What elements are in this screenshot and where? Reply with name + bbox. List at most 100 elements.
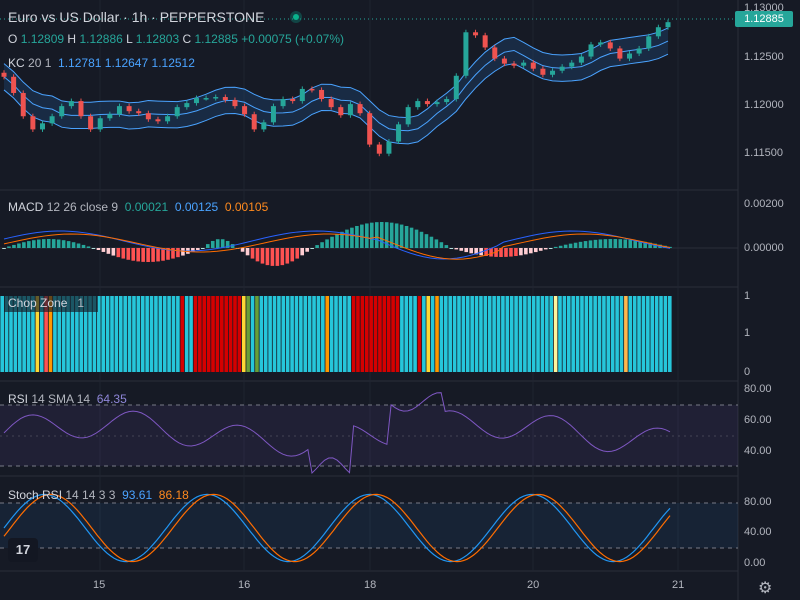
chop-zone-bar (303, 296, 308, 372)
symbol-title[interactable]: Euro vs US Dollar · 1h · PEPPERSTONE (8, 9, 265, 25)
macd-histogram-bar (106, 248, 111, 254)
chop-legend[interactable]: Chop Zone 1 (4, 294, 98, 312)
chop-zone-bar (575, 296, 580, 372)
candle-body (386, 141, 392, 154)
rsi-legend[interactable]: RSI 14 SMA 14 64.35 (8, 392, 127, 406)
candle-body (39, 123, 45, 130)
chop-zone-bar (610, 296, 615, 372)
candle-body (107, 114, 113, 119)
macd-histogram-bar (414, 229, 419, 248)
macd-histogram-bar (136, 248, 140, 262)
chop-zone-bar (220, 296, 224, 372)
macd-histogram-bar (270, 248, 275, 266)
candle-body (280, 99, 286, 107)
chop-tick-3: 0 (744, 366, 751, 378)
candle-body (492, 47, 498, 59)
kc-legend[interactable]: KC 20 1 1.12781 1.12647 1.12512 (8, 56, 195, 70)
chop-zone-bar (101, 296, 106, 372)
chop-zone-bar (571, 296, 575, 372)
macd-histogram-bar (46, 239, 51, 248)
macd-histogram-bar (558, 245, 563, 248)
kc-name: KC (8, 56, 25, 70)
macd-tick-2: 0.00000 (744, 242, 784, 254)
chop-zone-bar (4, 296, 9, 372)
macd-histogram-bar (454, 248, 459, 250)
macd-histogram-bar (379, 222, 384, 248)
candle-body (405, 107, 411, 125)
macd-histogram-bar (220, 239, 225, 248)
macd-histogram-bar (444, 245, 449, 248)
stoch-tick-2: 40.00 (744, 526, 772, 538)
macd-histogram-bar (504, 248, 508, 257)
macd-histogram-bar (215, 239, 220, 248)
chop-zone-bar (83, 296, 88, 372)
macd-histogram-bar (265, 248, 270, 266)
chop-zone-bar (444, 296, 448, 372)
chop-zone-bar (347, 296, 351, 372)
macd-histogram-bar (469, 248, 473, 254)
macd-legend[interactable]: MACD 12 26 close 9 0.00021 0.00125 0.001… (8, 200, 268, 214)
chop-zone-bar (465, 296, 470, 372)
chop-zone-bar (325, 296, 330, 372)
rsi-tick-1: 80.00 (744, 383, 772, 395)
chop-zone-bar (114, 296, 119, 372)
chop-zone-bar (79, 296, 84, 372)
chop-zone-bar (189, 296, 193, 372)
macd-histogram-bar (285, 248, 290, 264)
candle-body (463, 32, 469, 76)
candle-body (88, 116, 94, 130)
chop-zone-bar (505, 296, 510, 372)
chop-zone-bar (66, 296, 70, 372)
chop-zone-bar (70, 296, 75, 372)
macd-histogram-bar (340, 231, 344, 248)
candle-body (174, 107, 180, 117)
macd-histogram-bar (161, 248, 165, 261)
price-tick-1: 1.13000 (744, 2, 784, 14)
rsi-name: RSI (8, 392, 29, 406)
chop-zone-bar (373, 296, 378, 372)
stoch-legend[interactable]: Stoch RSI 14 14 3 3 93.61 86.18 (8, 488, 189, 502)
chop-zone-bar (641, 296, 646, 372)
macd-histogram-bar (439, 242, 444, 248)
macd-histogram-bar (71, 242, 76, 248)
candle-body (1, 72, 7, 77)
chop-zone-bar (351, 296, 356, 372)
macd-histogram-bar (424, 234, 429, 248)
candle-body (396, 124, 402, 142)
chop-zone-bar (378, 296, 382, 372)
macd-histogram-bar (191, 248, 195, 252)
candle-body (434, 102, 440, 105)
chop-zone-bar (75, 296, 79, 372)
macd-histogram-bar (196, 248, 200, 250)
chop-zone-bar (619, 296, 624, 372)
tradingview-logo[interactable]: 17 (8, 538, 38, 562)
chop-zone-bar (277, 296, 281, 372)
chop-zone-bar (110, 296, 114, 372)
macd-histogram-bar (449, 248, 454, 249)
chop-zone-bar (299, 296, 303, 372)
chop-zone-bar (628, 296, 633, 372)
chop-zone-bar (391, 296, 395, 372)
candle-body (357, 104, 363, 114)
macd-histogram-bar (300, 248, 305, 256)
chop-zone-bar (176, 296, 180, 372)
chop-zone-bar (545, 296, 549, 372)
chop-zone-bar (457, 296, 461, 372)
close-value: 1.12885 (194, 32, 238, 46)
macd-histogram-bar (365, 223, 369, 248)
chop-zone-bar (39, 296, 44, 372)
settings-gear-icon[interactable]: ⚙ (758, 580, 773, 597)
market-status-icon (290, 11, 302, 23)
chop-zone-bar (487, 296, 492, 372)
macd-histogram-bar (419, 231, 424, 248)
macd-histogram-bar (96, 248, 101, 250)
macd-histogram-bar (409, 227, 414, 248)
candle-body (136, 111, 142, 114)
chop-zone-bar (531, 296, 536, 372)
time-tick-2: 16 (238, 579, 251, 591)
chop-zone-bar (637, 296, 641, 372)
open-value: 1.12809 (20, 32, 65, 46)
rsi-tick-3: 40.00 (744, 445, 772, 457)
